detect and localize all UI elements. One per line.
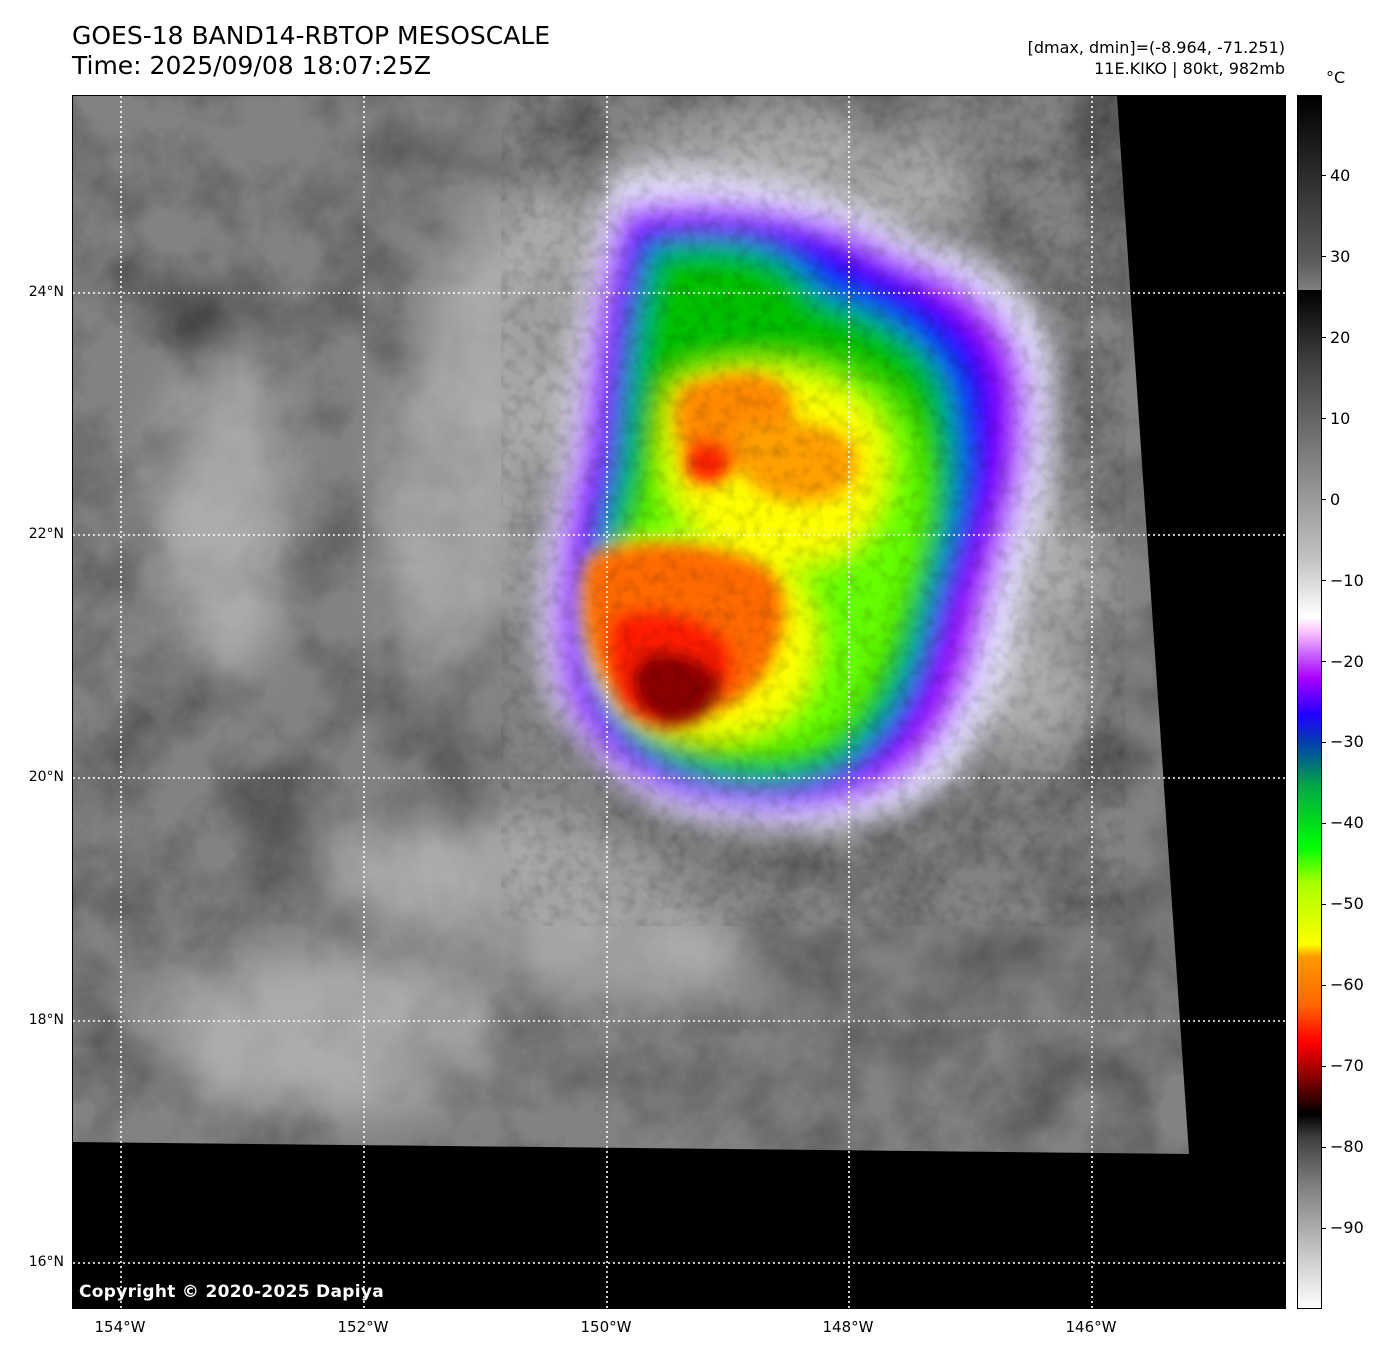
lon-label-150w: 150°W	[580, 1318, 632, 1336]
lon-label-148w: 148°W	[822, 1318, 874, 1336]
valid-time: Time: 2025/09/08 18:07:25Z	[72, 51, 431, 80]
colorbar-tick-label: −40	[1330, 813, 1364, 833]
temperature-colorbar	[1297, 95, 1322, 1309]
lat-label-22n: 22°N	[28, 526, 64, 542]
colorbar-tick	[1321, 580, 1326, 582]
colorbar-tick-label: 10	[1330, 408, 1351, 428]
colorbar-tick-label: −20	[1330, 651, 1364, 671]
colorbar-tick	[1321, 418, 1326, 420]
colorbar-tick	[1321, 499, 1326, 501]
colorbar-tick	[1321, 741, 1326, 743]
colorbar-tick-label: −90	[1330, 1218, 1364, 1238]
colorbar-tick	[1321, 1227, 1326, 1229]
lat-label-18n: 18°N	[28, 1012, 64, 1028]
colorbar-tick-label: 30	[1330, 246, 1351, 266]
graticule	[73, 96, 1285, 1308]
colorbar-unit: °C	[1326, 68, 1346, 87]
lat-label-20n: 20°N	[28, 769, 64, 785]
colorbar-tick-label: −60	[1330, 975, 1364, 995]
colorbar-tick	[1321, 337, 1326, 339]
colorbar-tick	[1321, 256, 1326, 258]
colorbar-tick	[1321, 984, 1326, 986]
colorbar-tick	[1321, 903, 1326, 905]
storm-info: 11E.KIKO | 80kt, 982mb	[1094, 59, 1285, 78]
colorbar-tick-label: 0	[1330, 489, 1341, 509]
product-title: GOES-18 BAND14-RBTOP MESOSCALE	[72, 21, 551, 50]
colorbar-tick-label: 40	[1330, 165, 1351, 185]
lat-label-24n: 24°N	[28, 284, 64, 300]
colorbar-tick-label: −10	[1330, 570, 1364, 590]
colorbar-tick-label: −70	[1330, 1056, 1364, 1076]
colorbar-tick-label: −30	[1330, 732, 1364, 752]
lon-label-146w: 146°W	[1065, 1318, 1117, 1336]
lat-label-16n: 16°N	[28, 1254, 64, 1270]
colorbar-tick	[1321, 1146, 1326, 1148]
colorbar-tick	[1321, 175, 1326, 177]
colorbar-tick-label: −80	[1330, 1137, 1364, 1157]
copyright-notice: Copyright © 2020-2025 Dapiya	[79, 1282, 384, 1302]
colorbar-tick	[1321, 661, 1326, 663]
satellite-imagery	[73, 96, 1285, 1308]
colorbar-tick-label: −50	[1330, 894, 1364, 914]
temperature-range: [dmax, dmin]=(-8.964, -71.251)	[1027, 38, 1285, 57]
colorbar-tick	[1321, 1065, 1326, 1067]
lon-label-154w: 154°W	[94, 1318, 146, 1336]
satellite-map: Copyright © 2020-2025 Dapiya	[72, 95, 1286, 1309]
colorbar-tick	[1321, 822, 1326, 824]
lon-label-152w: 152°W	[337, 1318, 389, 1336]
colorbar-tick-label: 20	[1330, 327, 1351, 347]
